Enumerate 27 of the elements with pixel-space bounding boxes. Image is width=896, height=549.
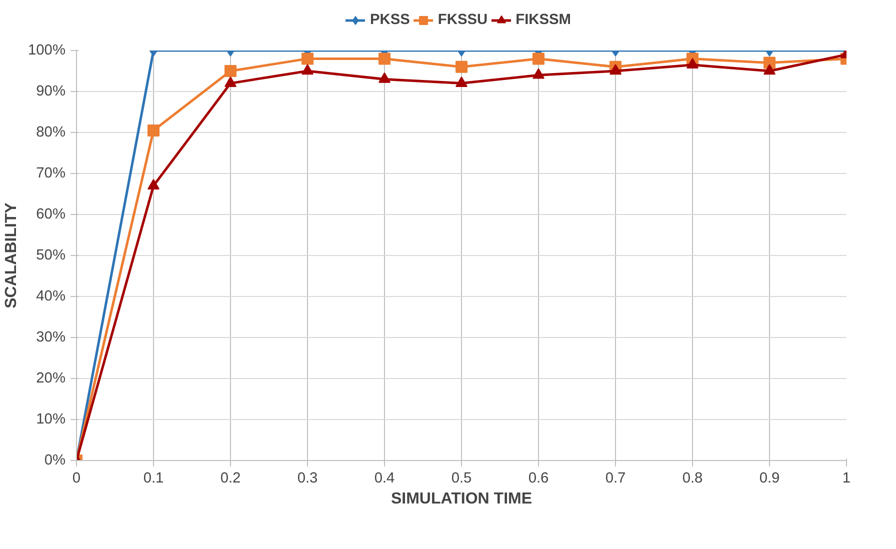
y-tick-label: 90% bbox=[36, 84, 66, 100]
legend-label: FIKSSM bbox=[516, 12, 571, 28]
y-tick-label: 80% bbox=[36, 124, 66, 140]
y-tick-label: 0% bbox=[44, 452, 66, 468]
x-tick-label: 0.3 bbox=[297, 470, 318, 486]
y-tick-label: 100% bbox=[28, 42, 66, 58]
y-tick-label: 10% bbox=[36, 412, 66, 428]
y-axis-title: SCALABILITY bbox=[3, 202, 20, 308]
y-tick-label: 60% bbox=[36, 206, 66, 222]
x-tick-label: 0 bbox=[72, 470, 81, 486]
y-tick-label: 20% bbox=[36, 370, 66, 386]
legend-label: PKSS bbox=[370, 12, 410, 28]
x-tick-label: 0.2 bbox=[220, 470, 241, 486]
x-axis-title: SIMULATION TIME bbox=[390, 490, 532, 508]
x-tick-label: 1 bbox=[842, 470, 851, 486]
x-tick-label: 0.7 bbox=[605, 470, 626, 486]
x-tick-label: 0.8 bbox=[682, 470, 703, 486]
x-tick-label: 0.5 bbox=[451, 470, 472, 486]
x-tick-label: 0.6 bbox=[528, 470, 549, 486]
y-tick-label: 30% bbox=[36, 330, 66, 346]
x-tick-label: 0.4 bbox=[374, 470, 395, 486]
x-tick-label: 0.1 bbox=[143, 470, 164, 486]
y-tick-label: 50% bbox=[36, 248, 66, 264]
legend-label: FKSSU bbox=[438, 12, 488, 28]
y-tick-label: 40% bbox=[36, 288, 66, 304]
x-tick-label: 0.9 bbox=[759, 470, 780, 486]
y-tick-label: 70% bbox=[36, 166, 66, 182]
